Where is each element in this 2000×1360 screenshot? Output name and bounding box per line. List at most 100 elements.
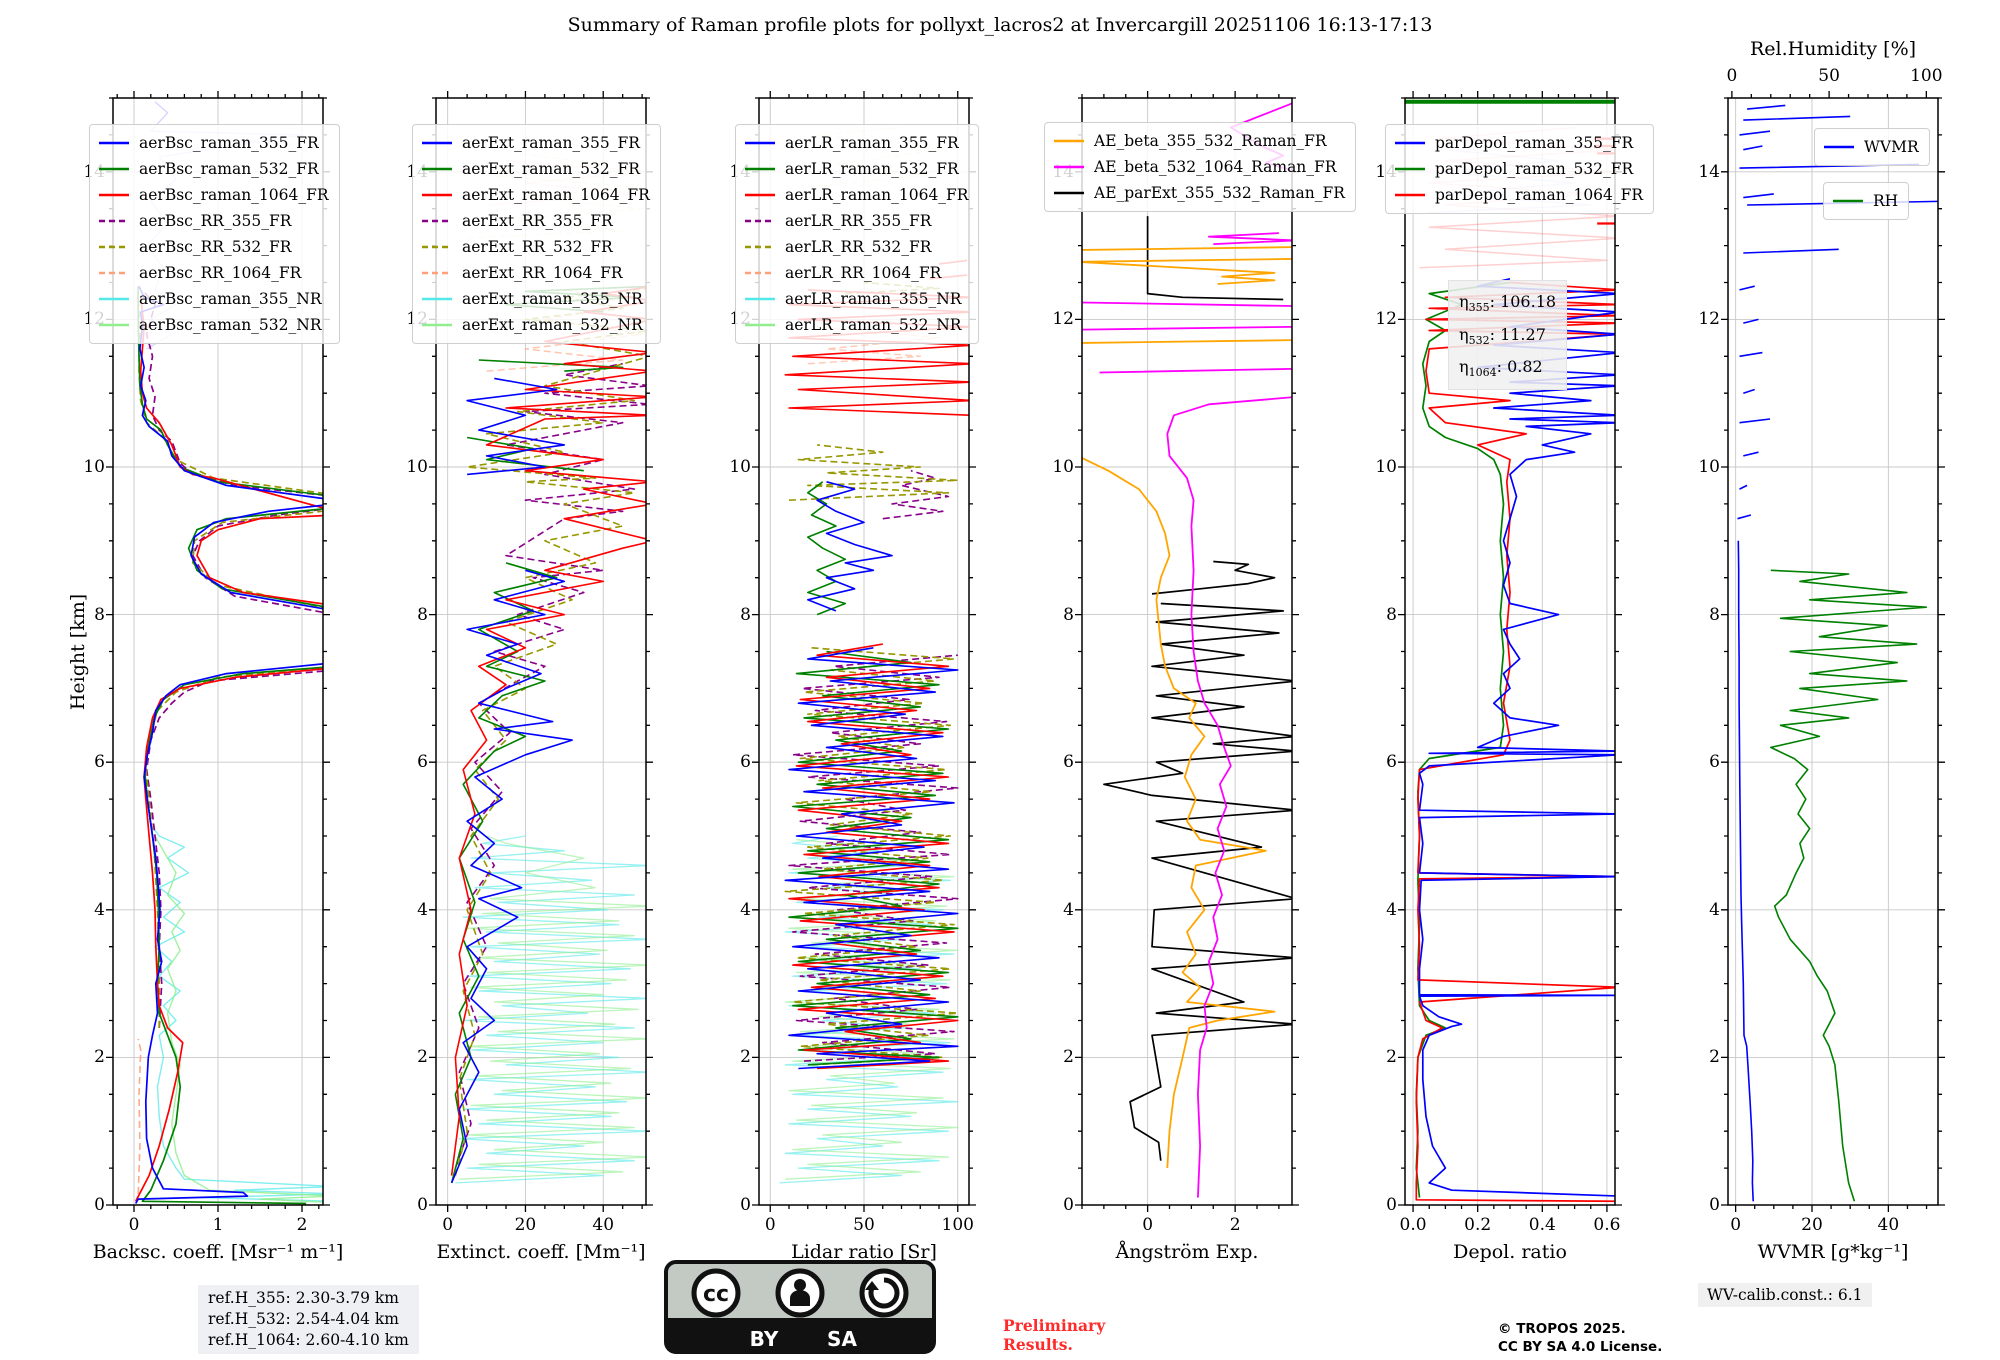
legend-item-label: aerBsc_raman_355_NR [139, 290, 322, 308]
series-aerBsc_RR_355_FR [141, 289, 323, 1028]
legend-item-label: aerLR_raman_532_NR [785, 316, 962, 334]
x-tick-label: 0.6 [1593, 1215, 1621, 1235]
eta-calibration-box: η355: 106.18 η532: 11.27 η1064: 0.82 [1448, 280, 1568, 390]
legend-item-label: aerExt_raman_355_FR [462, 134, 640, 152]
legend-item-aerExt_raman_532_FR: aerExt_raman_532_FR [421, 156, 650, 182]
legend-item-label: AE_beta_532_1064_Raman_FR [1094, 158, 1337, 176]
legend-item-label: WVMR [1864, 138, 1919, 156]
y-tick-label: 10 [729, 457, 751, 477]
series-aerBsc_raman_355_FR [134, 285, 323, 1204]
legend-item-label: aerBsc_RR_1064_FR [139, 264, 302, 282]
y-tick-label: 6 [1386, 752, 1397, 773]
y-tick-label: 4 [1386, 899, 1397, 920]
y-tick-label: 0 [1063, 1195, 1074, 1215]
y-tick-label: 0 [417, 1195, 428, 1215]
eta-532-value: η532: 11.27 [1459, 324, 1546, 347]
x-tick-label: 100 [941, 1215, 974, 1235]
series-aerLR_raman_532_FR [788, 481, 959, 1066]
legend-wvmr-0: WVMR [1814, 128, 1930, 166]
legend-item-label: aerExt_RR_532_FR [462, 238, 613, 256]
y-tick-label: 2 [94, 1047, 105, 1068]
y-tick-label: 8 [740, 604, 751, 625]
y-tick-label: 8 [1063, 604, 1074, 625]
legend-item-parDepol_raman_355_FR: parDepol_raman_355_FR [1394, 130, 1643, 156]
x-tick-label: 0.2 [1464, 1215, 1492, 1235]
panel-angstroem-series [1082, 102, 1292, 1198]
y-tick-label: 12 [1052, 309, 1074, 330]
panel-depol-ratio-series [1405, 99, 1615, 1203]
x-axis-label-depol-ratio: Depol. ratio [1453, 1241, 1567, 1263]
attribution-person-icon [775, 1268, 825, 1318]
legend-item-label: aerBsc_RR_532_FR [139, 238, 292, 256]
legend-item-aerBsc_raman_532_NR: aerBsc_raman_532_NR [98, 312, 329, 338]
legend-item-label: aerLR_RR_1064_FR [785, 264, 942, 282]
y-tick-label: 2 [740, 1047, 751, 1068]
legend-item-label: aerExt_raman_532_NR [462, 316, 643, 334]
legend-item-label: RH [1873, 192, 1899, 210]
y-tick-label: 10 [1698, 457, 1720, 477]
legend-item-label: aerExt_raman_355_NR [462, 290, 643, 308]
series-aerBsc_raman_355_NR [150, 824, 323, 1202]
legend-item-label: aerLR_raman_355_FR [785, 134, 959, 152]
legend-item-aerExt_raman_1064_FR: aerExt_raman_1064_FR [421, 182, 650, 208]
legend-item-aerBsc_raman_355_NR: aerBsc_raman_355_NR [98, 286, 329, 312]
legend-item-aerLR_RR_1064_FR: aerLR_RR_1064_FR [744, 260, 968, 286]
legend-item-label: aerBsc_raman_532_FR [139, 160, 319, 178]
y-tick-label: 0 [94, 1195, 105, 1215]
rh-top-tick-label: 50 [1818, 66, 1840, 86]
legend-item-aerLR_raman_355_NR: aerLR_raman_355_NR [744, 286, 968, 312]
preliminary-results-note: Preliminary Results. [1003, 1316, 1106, 1355]
x-tick-label: 1 [212, 1215, 224, 1235]
x-tick-label: 20 [1801, 1215, 1823, 1235]
y-tick-label: 12 [1375, 309, 1397, 330]
y-tick-label: 10 [83, 457, 105, 477]
legend-item-label: aerLR_raman_355_NR [785, 290, 962, 308]
legend-item-aerBsc_RR_355_FR: aerBsc_RR_355_FR [98, 208, 329, 234]
y-tick-label: 4 [1063, 899, 1074, 920]
eta-1064-value: η1064: 0.82 [1459, 357, 1543, 380]
cc-by-sa-badge: cc BY SA [664, 1260, 936, 1358]
rh-top-tick-label: 0 [1726, 66, 1738, 86]
series-AE_beta_532_1064_Raman_FR [1082, 102, 1292, 1198]
panel-angstroem-plot [1075, 91, 1299, 1212]
legend-item-label: aerBsc_raman_1064_FR [139, 186, 329, 204]
legend-item-aerExt_RR_532_FR: aerExt_RR_532_FR [421, 234, 650, 260]
rh-top-tick-label: 100 [1910, 66, 1943, 86]
legend-item-WVMR: WVMR [1823, 134, 1919, 160]
y-tick-label: 10 [406, 457, 428, 477]
series-aerExt_raman_532_FR [450, 285, 646, 1184]
y-tick-label: 0 [1386, 1195, 1397, 1215]
y-tick-label: 2 [1709, 1047, 1720, 1068]
legend-item-aerLR_RR_355_FR: aerLR_RR_355_FR [744, 208, 968, 234]
legend-item-label: parDepol_raman_532_FR [1435, 160, 1634, 178]
series-aerExt_raman_355_NR [455, 835, 646, 1184]
y-tick-label: 8 [1709, 604, 1720, 625]
legend-item-label: AE_beta_355_532_Raman_FR [1094, 132, 1327, 150]
y-tick-label: 10 [1052, 457, 1074, 477]
panel-wvmr-plot [1721, 91, 1945, 1212]
x-tick-label: 20 [514, 1215, 537, 1235]
x-tick-label: 0.0 [1399, 1215, 1427, 1235]
legend-angstroem-0: AE_beta_355_532_Raman_FR AE_beta_532_1064… [1044, 122, 1356, 212]
legend-wvmr-1: RH [1823, 182, 1910, 220]
legend-item-label: aerBsc_raman_355_FR [139, 134, 319, 152]
wv-calibration-constant: WV-calib.const.: 6.1 [1698, 1283, 1872, 1307]
y-tick-label: 0 [740, 1195, 751, 1215]
legend-item-label: aerLR_raman_1064_FR [785, 186, 969, 204]
series-aerExt_RR_532_FR [454, 288, 646, 1176]
legend-item-label: aerLR_RR_355_FR [785, 212, 932, 230]
legend-extinction-0: aerExt_raman_355_FR aerExt_raman_532_FR ae… [412, 124, 661, 344]
legend-item-AE_beta_355_532_Raman_FR: AE_beta_355_532_Raman_FR [1053, 128, 1345, 154]
x-tick-label: 40 [592, 1215, 615, 1235]
y-tick-label: 4 [1709, 899, 1720, 920]
y-tick-label: 6 [740, 752, 751, 773]
figure-title: Summary of Raman profile plots for polly… [567, 14, 1433, 36]
legend-item-aerExt_raman_532_NR: aerExt_raman_532_NR [421, 312, 650, 338]
y-tick-label: 4 [417, 899, 428, 920]
x-tick-label: 0 [128, 1215, 140, 1235]
legend-item-AE_beta_532_1064_Raman_FR: AE_beta_532_1064_Raman_FR [1053, 154, 1345, 180]
y-tick-label: 0 [1709, 1195, 1720, 1215]
series-aerLR_raman_1064_FR [784, 259, 969, 1070]
